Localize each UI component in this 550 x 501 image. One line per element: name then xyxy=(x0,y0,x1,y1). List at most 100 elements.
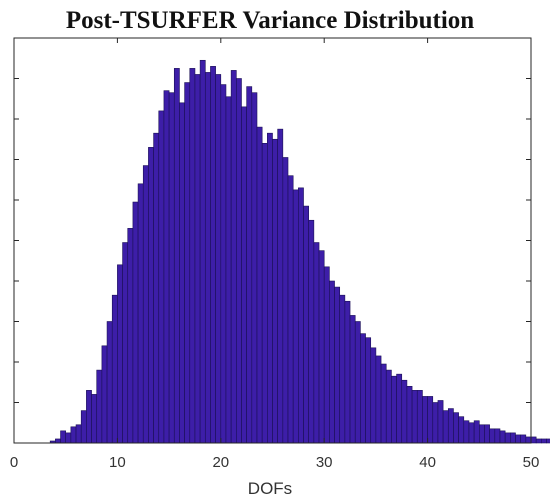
histogram-bar xyxy=(287,175,294,444)
histogram-bar xyxy=(308,219,315,444)
histogram-bar xyxy=(153,132,160,444)
histogram-bar xyxy=(365,337,372,444)
histogram-bar xyxy=(396,373,403,444)
histogram-bar xyxy=(96,369,103,444)
histogram-bar xyxy=(349,315,356,444)
x-axis-label: DOFs xyxy=(248,479,292,498)
histogram-bar xyxy=(494,428,501,444)
histogram-bar xyxy=(101,345,108,444)
histogram-bar xyxy=(241,106,247,444)
histogram-bar xyxy=(541,438,547,444)
histogram-bar xyxy=(447,408,454,444)
histogram-bar xyxy=(463,420,470,444)
histogram-bar xyxy=(360,333,366,444)
histogram-bar xyxy=(478,424,485,444)
histogram-bar xyxy=(111,294,118,444)
histogram-bar xyxy=(530,436,537,444)
histogram-bar xyxy=(535,438,542,444)
histogram-bar xyxy=(510,432,516,444)
x-tick-label: 30 xyxy=(316,454,333,471)
x-tick-label: 10 xyxy=(109,454,126,471)
histogram-bar xyxy=(401,379,408,444)
histogram-bars xyxy=(49,59,550,444)
histogram-bar xyxy=(303,205,309,444)
histogram-bar xyxy=(75,424,82,444)
histogram-bar xyxy=(282,157,289,444)
histogram-bar xyxy=(65,432,72,444)
histogram-bar xyxy=(323,266,330,444)
histogram-bar xyxy=(546,438,550,444)
histogram-bar xyxy=(148,147,154,444)
histogram-bar xyxy=(458,416,465,444)
histogram-bar xyxy=(427,396,434,444)
histogram-bar xyxy=(163,90,170,444)
histogram-bar xyxy=(210,66,216,444)
histogram-bar xyxy=(499,430,506,444)
histogram-bar xyxy=(132,201,139,444)
x-tick-label: 40 xyxy=(419,454,436,471)
histogram-bar xyxy=(354,321,361,444)
histogram-bar xyxy=(189,68,196,444)
histogram-bar xyxy=(277,128,284,444)
histogram-bar xyxy=(261,143,268,444)
histogram-bar xyxy=(292,189,299,444)
histogram-bar xyxy=(230,70,237,444)
histogram-bar xyxy=(422,396,428,444)
histogram-bar xyxy=(184,82,191,444)
histogram-bar xyxy=(411,390,418,444)
histogram-bar xyxy=(442,410,449,444)
histogram-bar xyxy=(251,92,258,444)
histogram-bar xyxy=(453,412,459,444)
histogram-bar xyxy=(142,165,149,444)
histogram-bar xyxy=(204,72,211,444)
histogram-bar xyxy=(127,228,134,444)
histogram-bar xyxy=(375,355,382,444)
histogram-bar xyxy=(272,138,278,444)
histogram-bar xyxy=(437,400,444,444)
histogram-bar xyxy=(246,86,253,444)
histogram-bar xyxy=(484,424,490,444)
histogram-bar xyxy=(158,110,165,444)
histogram-bar xyxy=(370,347,377,444)
histogram-bar xyxy=(194,74,201,444)
histogram-bar xyxy=(86,390,92,444)
histogram-bar xyxy=(225,96,232,444)
histogram-bar xyxy=(106,321,113,444)
histogram-bar xyxy=(199,59,206,444)
y-axis-ticks xyxy=(14,78,531,403)
histogram-bar xyxy=(313,242,320,444)
histogram-bar xyxy=(55,438,61,444)
histogram-bar xyxy=(416,390,423,444)
histogram-bar xyxy=(179,102,185,444)
histogram-bar xyxy=(380,363,387,444)
x-axis-ticks: 0 10 20 30 40 50 xyxy=(10,38,540,471)
histogram-bar xyxy=(339,294,346,444)
histogram-bar xyxy=(468,422,475,444)
histogram-bar xyxy=(318,250,325,444)
x-tick-label: 20 xyxy=(212,454,229,471)
histogram-bar xyxy=(391,375,397,444)
x-tick-label: 50 xyxy=(523,454,540,471)
histogram-bar xyxy=(137,183,144,444)
histogram-bar xyxy=(406,385,413,444)
chart-title: Post-TSURFER Variance Distribution xyxy=(66,7,474,34)
histogram-bar xyxy=(473,420,480,444)
histogram-bar xyxy=(525,436,532,444)
histogram-bar xyxy=(220,84,227,444)
histogram-bar xyxy=(215,74,222,444)
histogram-bar xyxy=(91,394,98,444)
histogram-bar xyxy=(80,410,87,444)
histogram-bar xyxy=(60,430,66,444)
histogram-bar xyxy=(117,264,123,444)
histogram-bar xyxy=(334,286,341,444)
histogram-bar xyxy=(329,280,335,444)
histogram-bar xyxy=(385,369,392,444)
histogram-bar xyxy=(344,300,351,444)
histogram-bar xyxy=(298,187,304,444)
histogram-bar xyxy=(520,434,527,444)
histogram-bar xyxy=(432,402,439,444)
histogram-bar xyxy=(515,434,521,444)
histogram-bar xyxy=(267,132,273,444)
histogram-bar xyxy=(236,78,242,444)
